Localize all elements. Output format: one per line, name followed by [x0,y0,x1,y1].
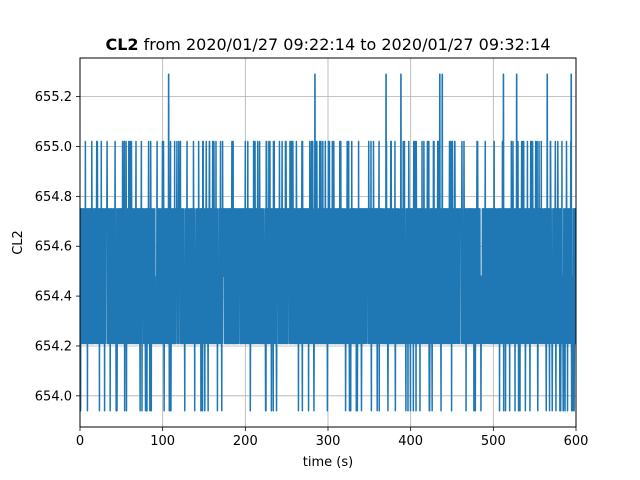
y-tick-label: 655.0 [35,140,72,155]
x-tick-label: 100 [150,434,175,449]
y-axis-label: CL2 [11,230,26,255]
x-tick-label: 500 [481,434,506,449]
series-line [80,73,576,412]
series-group [80,73,576,412]
y-tick-label: 654.4 [35,290,72,305]
x-tick-label: 200 [233,434,258,449]
x-tick-label: 400 [398,434,423,449]
x-tick-label: 600 [564,434,589,449]
x-axis-ticks: 0 100 200 300 400 500 600 [76,427,589,449]
y-tick-label: 655.2 [35,90,72,105]
y-tick-label: 654.6 [35,240,72,255]
x-tick-label: 0 [76,434,84,449]
y-tick-label: 654.2 [35,339,72,354]
y-axis-ticks: 654.0 654.2 654.4 654.6 654.8 655.0 655.2 [35,90,80,404]
chart-title-bold: CL2 [105,35,138,54]
y-tick-label: 654.0 [35,389,72,404]
y-tick-label: 654.8 [35,190,72,205]
x-tick-label: 300 [316,434,341,449]
chart-title: CL2 from 2020/01/27 09:22:14 to 2020/01/… [105,35,550,54]
chart-title-rest: from 2020/01/27 09:22:14 to 2020/01/27 0… [139,35,551,54]
x-axis-label: time (s) [303,455,353,470]
plot-area [80,73,576,412]
